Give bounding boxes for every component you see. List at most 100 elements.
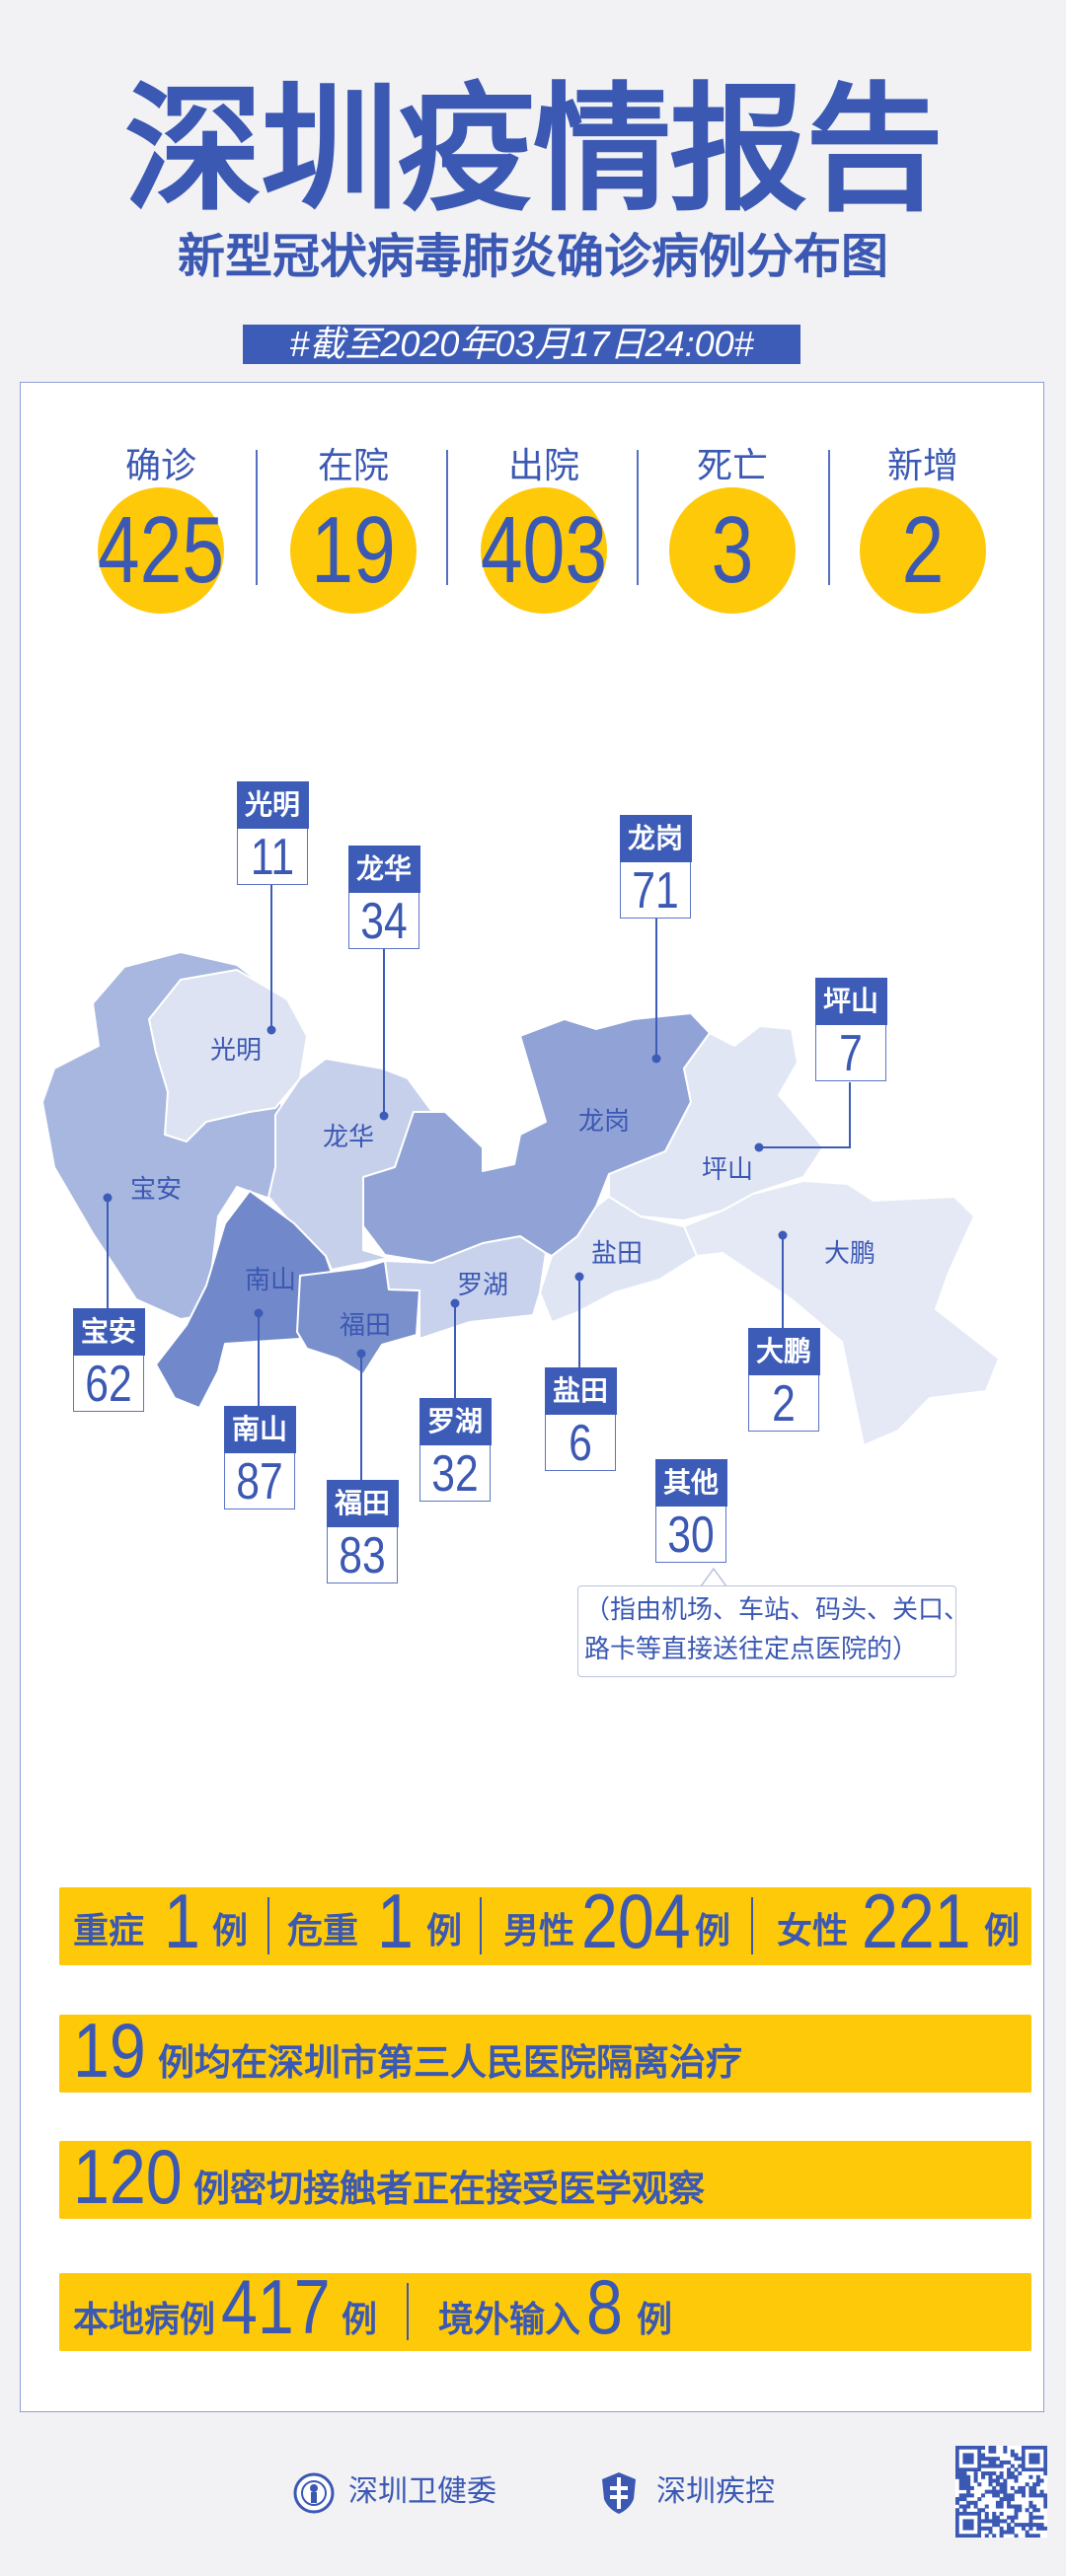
stat-value-confirmed: 425	[97, 497, 225, 603]
district-case-count: 71	[632, 861, 679, 920]
stat-value-discharged: 403	[480, 497, 608, 603]
district-box-other: 其他 30	[654, 1458, 727, 1564]
contacts-value: 120	[73, 2133, 183, 2220]
divider	[407, 2283, 409, 2340]
note-line-2: 路卡等直接送往定点医院的）	[584, 1635, 919, 1664]
district-case-count: 83	[339, 1526, 386, 1584]
imported-value: 8	[586, 2263, 623, 2350]
unit-label: 例	[212, 1911, 249, 1951]
imported-label: 境外输入	[438, 2300, 581, 2340]
male-value: 204	[581, 1877, 691, 1964]
district-box-name: 盐田	[544, 1366, 617, 1415]
leader-dot-futian	[356, 1349, 366, 1359]
leader-dot-luohu	[450, 1298, 460, 1308]
leader-dot-dapeng	[778, 1230, 788, 1240]
shenzhen-district-map	[41, 885, 1000, 1587]
divider	[267, 1897, 269, 1954]
stat-value-deaths: 3	[711, 497, 754, 603]
district-box-name: 大鹏	[747, 1327, 820, 1375]
map-label-dapeng: 大鹏	[824, 1239, 876, 1269]
contacts-text: 例密切接触者正在接受医学观察	[193, 2168, 705, 2210]
summary-bar-origin	[59, 2273, 1031, 2351]
summary-bar-contacts	[59, 2141, 1031, 2219]
health-commission-logo-icon	[293, 2472, 335, 2514]
leader-dot-yantian	[574, 1272, 584, 1282]
hospital-value: 19	[73, 2007, 146, 2094]
male-label: 男性	[503, 1911, 575, 1951]
district-case-count: 2	[772, 1374, 796, 1433]
leader-dot-longhua	[379, 1111, 389, 1121]
district-box-yantian: 盐田 6	[544, 1366, 617, 1472]
map-label-nanshan: 南山	[245, 1266, 297, 1295]
footer-org-health-commission: 深圳卫健委	[348, 2474, 496, 2509]
district-box-longgang: 龙岗 71	[619, 814, 692, 920]
date-tag: #截至2020年03月17日24:00#	[243, 325, 800, 364]
district-box-longhua: 龙华 34	[347, 845, 420, 950]
stat-label-hospitalized: 在院	[317, 446, 389, 486]
map-region-nanshan	[155, 1190, 333, 1409]
stat-label-discharged: 出院	[507, 446, 579, 486]
divider	[446, 450, 448, 585]
stat-value-hospitalized: 19	[311, 497, 396, 603]
district-box-luohu: 罗湖 32	[419, 1397, 492, 1503]
district-box-futian: 福田 83	[326, 1479, 399, 1584]
page-subtitle: 新型冠状病毒肺炎确诊病例分布图	[177, 229, 888, 284]
district-box-name: 光明	[236, 780, 309, 829]
cdc-shield-logo-icon	[602, 2472, 636, 2514]
unit-label: 例	[984, 1911, 1021, 1951]
district-box-name: 罗湖	[419, 1397, 492, 1445]
district-box-name: 其他	[654, 1458, 727, 1507]
footer-org-cdc: 深圳疾控	[656, 2474, 775, 2509]
leader-dot-pingshan	[754, 1142, 764, 1152]
note-pointer	[700, 1567, 727, 1587]
district-case-count: 6	[569, 1414, 592, 1472]
divider	[637, 450, 639, 585]
district-box-guangming: 光明 11	[236, 780, 309, 886]
map-label-baoan: 宝安	[130, 1175, 183, 1205]
district-case-count: 32	[431, 1444, 479, 1503]
local-label: 本地病例	[73, 2300, 216, 2340]
stat-label-new: 新增	[886, 446, 958, 486]
district-case-count: 11	[250, 828, 295, 886]
hospital-text: 例均在深圳市第三人民医院隔离治疗	[158, 2041, 742, 2084]
district-box-dapeng: 大鹏 2	[747, 1327, 820, 1433]
map-label-pingshan: 坪山	[702, 1155, 754, 1185]
district-box-pingshan: 坪山 7	[814, 977, 887, 1082]
map-label-yantian: 盐田	[591, 1239, 644, 1269]
district-box-name: 南山	[223, 1405, 296, 1453]
page-title: 深圳疫情报告	[123, 70, 944, 231]
qr-code[interactable]	[955, 2446, 1047, 2538]
map-label-luohu: 罗湖	[457, 1271, 509, 1300]
district-box-name: 坪山	[814, 977, 887, 1025]
district-box-name: 龙岗	[619, 814, 692, 862]
district-case-count: 34	[360, 892, 408, 950]
map-region-guangming	[148, 969, 308, 1142]
leader-dot-baoan	[103, 1193, 113, 1203]
divider	[751, 1897, 753, 1954]
female-value: 221	[862, 1877, 971, 1964]
unit-label: 例	[342, 2300, 378, 2340]
unit-label: 例	[426, 1911, 463, 1951]
unit-label: 例	[695, 1911, 731, 1951]
stat-label-confirmed: 确诊	[124, 446, 196, 486]
map-label-futian: 福田	[340, 1311, 392, 1341]
map-region-dapeng	[683, 1180, 1000, 1446]
unit-label: 例	[637, 2300, 673, 2340]
divider	[828, 450, 830, 585]
stat-circle	[860, 487, 986, 614]
stat-circle	[98, 487, 224, 614]
map-label-longgang: 龙岗	[578, 1107, 631, 1137]
district-case-count: 62	[85, 1355, 132, 1413]
summary-bar-severity-gender	[59, 1887, 1031, 1965]
severe-value: 1	[164, 1877, 200, 1964]
severe-label: 重症	[73, 1911, 145, 1951]
district-case-count: 7	[839, 1024, 863, 1082]
district-box-name: 龙华	[347, 845, 420, 893]
divider	[256, 450, 258, 585]
critical-value: 1	[377, 1877, 414, 1964]
local-value: 417	[221, 2263, 331, 2350]
stat-circle	[481, 487, 607, 614]
district-box-name: 宝安	[72, 1307, 145, 1356]
leader-dot-nanshan	[254, 1308, 264, 1318]
critical-label: 危重	[287, 1911, 359, 1951]
